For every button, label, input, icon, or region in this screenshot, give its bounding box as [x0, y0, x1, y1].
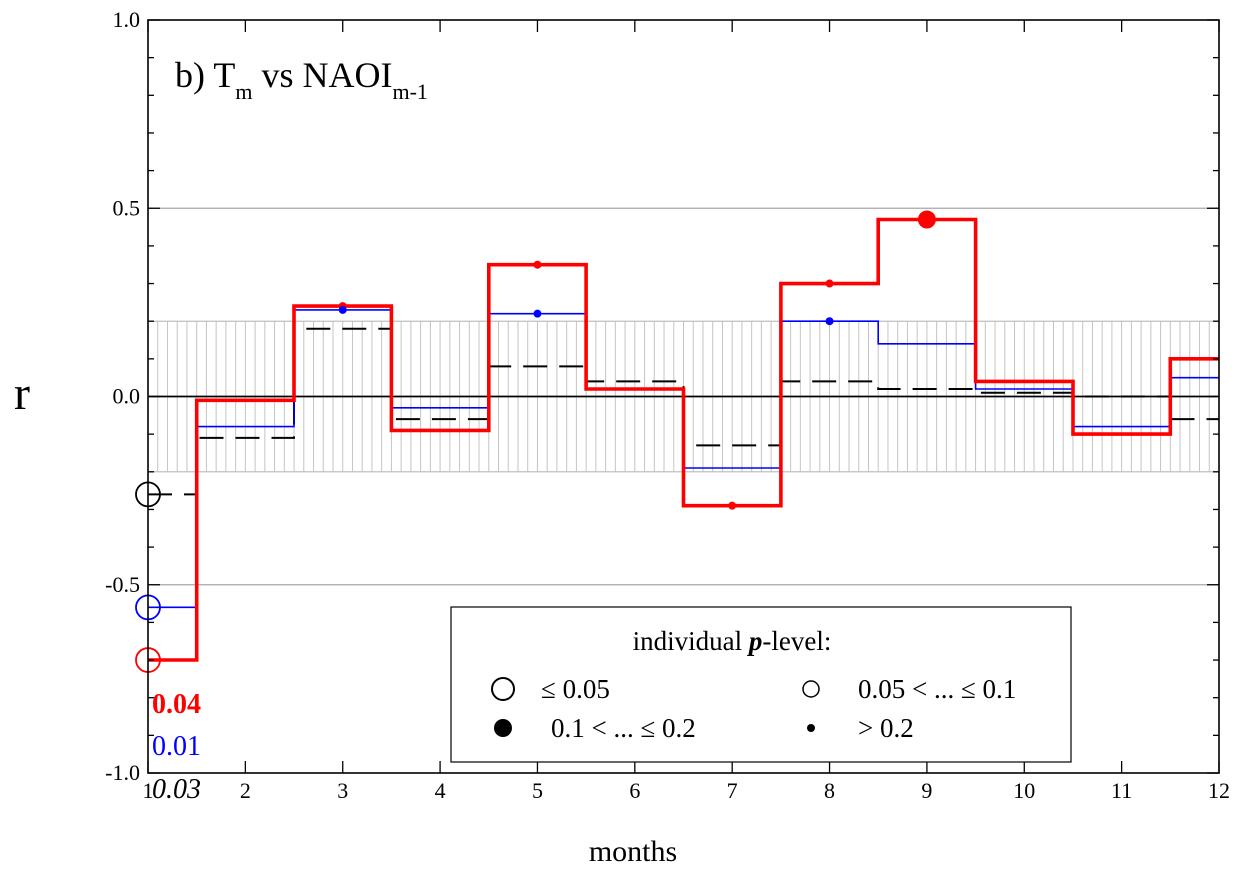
- y-axis-title: r: [14, 367, 30, 420]
- legend-label-3: 0.1 < ... ≤ 0.2: [551, 713, 696, 743]
- x-tick-label: 5: [532, 778, 543, 803]
- series-lines: [148, 217, 1219, 662]
- marker-dot-small: [825, 317, 834, 326]
- x-tick-label: 10: [1013, 778, 1035, 803]
- legend-label-2: 0.05 < ... ≤ 0.1: [858, 674, 1016, 704]
- marker-dot-small: [728, 501, 737, 510]
- corner-value: 0.04: [152, 689, 201, 720]
- marker-dot-small: [338, 305, 347, 314]
- x-tick-label: 2: [240, 778, 251, 803]
- corner-value: 0.01: [152, 731, 201, 762]
- panel-title: b) Tm vs NAOIm-1: [175, 55, 428, 104]
- legend-marker-filled-large: [494, 719, 512, 737]
- legend-header-p: p: [747, 626, 763, 656]
- y-tick-label: 1.0: [113, 7, 141, 32]
- legend-box: [450, 606, 1072, 763]
- marker-dot-small: [533, 260, 542, 269]
- x-tick-label: 12: [1208, 778, 1230, 803]
- marker-dot-small: [533, 309, 542, 318]
- y-tick-label: -0.5: [105, 572, 140, 597]
- legend: individual p-level: ≤ 0.05 0.05 < ... ≤ …: [450, 606, 1072, 763]
- legend-marker-open-large: [491, 677, 515, 701]
- x-axis-title: months: [589, 835, 677, 868]
- title-sub1: m: [235, 79, 252, 104]
- y-tick-label: -1.0: [105, 760, 140, 785]
- significance-markers: [135, 210, 936, 673]
- legend-header-suffix: -level:: [762, 626, 831, 656]
- legend-header-prefix: individual: [633, 626, 749, 656]
- marker-filled-large: [917, 210, 936, 229]
- x-tick-label: 1: [143, 778, 154, 803]
- legend-marker-dot-small: [807, 724, 815, 732]
- legend-header: individual p-level:: [633, 626, 832, 656]
- x-tick-label: 11: [1111, 778, 1132, 803]
- x-tick-label: 6: [629, 778, 640, 803]
- title-middle: vs NAOI: [252, 55, 392, 95]
- legend-label-4: > 0.2: [858, 713, 914, 743]
- x-tick-label: 7: [727, 778, 738, 803]
- legend-label-1: ≤ 0.05: [541, 674, 610, 704]
- y-tick-label: 0.5: [113, 195, 141, 220]
- legend-marker-open-small: [802, 680, 820, 698]
- title-prefix: b) T: [175, 55, 235, 95]
- corner-values: 0.04 0.01 0.03: [152, 689, 201, 805]
- x-tick-label: 8: [824, 778, 835, 803]
- x-tick-label: 9: [921, 778, 932, 803]
- x-tick-label: 4: [435, 778, 446, 803]
- corner-value: 0.03: [152, 774, 201, 805]
- marker-dot-small: [825, 279, 834, 288]
- series-line-thick: [148, 217, 1219, 662]
- x-tick-label: 3: [337, 778, 348, 803]
- axes: 1.00.50.0-0.5-1.01 2 3 4 5 6 7 8 9 10 11 12: [105, 7, 1230, 803]
- y-tick-label: 0.0: [113, 384, 141, 409]
- title-sub2: m-1: [392, 79, 427, 104]
